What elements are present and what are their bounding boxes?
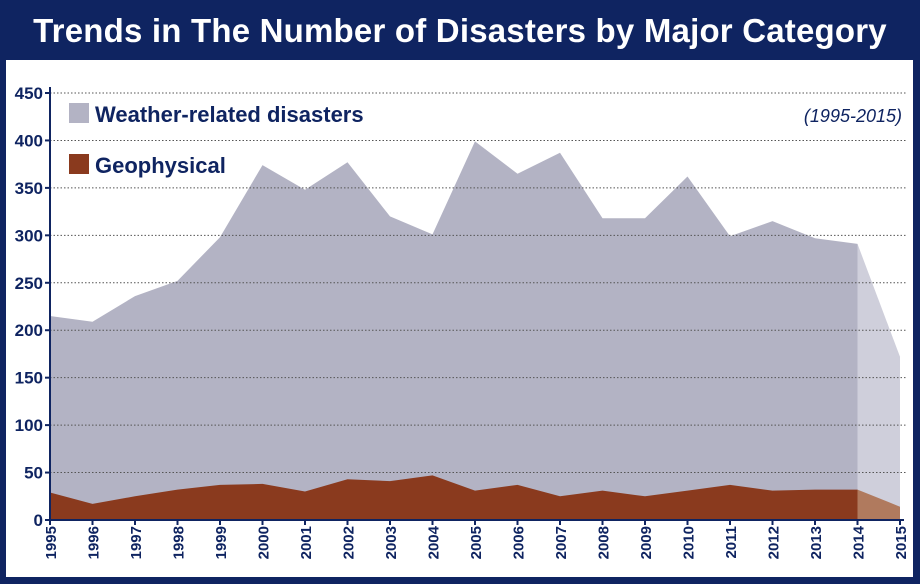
x-tick-label: 1996 — [86, 526, 103, 559]
x-tick-label: 2007 — [553, 526, 570, 559]
x-tick-label: 2013 — [808, 526, 825, 559]
y-tick-label: 0 — [34, 511, 43, 530]
x-tick-label: 2015 — [893, 526, 910, 559]
x-tick-label: 2004 — [426, 525, 443, 559]
y-tick-label: 200 — [15, 321, 43, 340]
series-area-1 — [50, 475, 858, 520]
x-tick-label: 1998 — [171, 526, 188, 559]
y-tick-label: 150 — [15, 369, 43, 388]
x-tick-label: 2011 — [723, 526, 740, 559]
y-tick-label: 300 — [15, 226, 43, 245]
x-tick-label: 2014 — [851, 525, 868, 559]
area-chart: 0 50 100 150 200 250 300 350 400 450 1995 1996 1997 1… — [15, 84, 910, 559]
x-tick-label: 2001 — [298, 526, 315, 559]
x-tick-label: 1995 — [43, 526, 60, 559]
x-tick-label: 1997 — [128, 526, 145, 559]
x-tick-label: 2005 — [468, 526, 485, 559]
x-tick-label: 2006 — [511, 526, 528, 559]
x-tick-label: 2000 — [256, 526, 273, 559]
legend-label-0: Weather-related disasters — [95, 102, 364, 127]
x-tick-label: 2002 — [341, 526, 358, 559]
y-tick-label: 50 — [24, 464, 43, 483]
year-range-annotation: (1995-2015) — [804, 106, 902, 126]
y-tick-label: 350 — [15, 179, 43, 198]
y-tick-label: 100 — [15, 416, 43, 435]
chart-title: Trends in The Number of Disasters by Maj… — [33, 12, 887, 49]
y-tick-label: 450 — [15, 84, 43, 103]
plot-panel: 0 50 100 150 200 250 300 350 400 450 1995 1996 1997 1… — [6, 60, 913, 577]
y-tick-label: 250 — [15, 274, 43, 293]
x-tick-label: 2003 — [383, 526, 400, 559]
legend-label-1: Geophysical — [95, 153, 226, 178]
x-tick-label: 2010 — [681, 526, 698, 559]
x-tick-label: 2008 — [596, 526, 613, 559]
x-tick-label: 2009 — [638, 526, 655, 559]
y-tick-label: 400 — [15, 131, 43, 150]
x-tick-label: 2012 — [766, 526, 783, 559]
series-area-last-1 — [857, 489, 900, 520]
legend-swatch-0 — [69, 103, 89, 123]
series-area-last-0 — [857, 243, 900, 520]
x-tick-label: 1999 — [213, 526, 230, 559]
legend-swatch-1 — [69, 154, 89, 174]
